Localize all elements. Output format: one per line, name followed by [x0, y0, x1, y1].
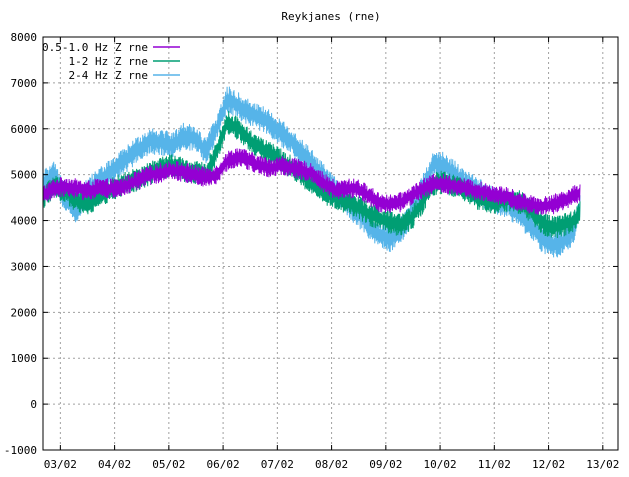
- y-tick-label: 7000: [11, 77, 38, 90]
- y-tick-label: 6000: [11, 123, 38, 136]
- y-tick-label: 0: [30, 398, 37, 411]
- x-tick-label: 13/02: [586, 458, 619, 471]
- y-tick-label: 4000: [11, 215, 38, 228]
- x-tick-label: 05/02: [152, 458, 185, 471]
- legend-label-3: 2-4 Hz Z rne: [69, 69, 148, 82]
- chart-title: Reykjanes (rne): [281, 10, 380, 23]
- axes: -1000 0 1000 2000 3000 4000 5000 6000 7000 8000 03…: [4, 31, 619, 471]
- legend-label-2: 1-2 Hz Z rne: [69, 55, 148, 68]
- x-tick-label: 03/02: [44, 458, 77, 471]
- x-tick-label: 12/02: [532, 458, 565, 471]
- y-tick-label: -1000: [4, 444, 37, 457]
- x-tick-label: 11/02: [478, 458, 511, 471]
- series-line-1: [42, 148, 581, 215]
- legend-label-1: 0.5-1.0 Hz Z rne: [42, 41, 148, 54]
- x-tick-label: 06/02: [207, 458, 240, 471]
- y-tick-label: 5000: [11, 169, 38, 182]
- y-tick-label: 3000: [11, 260, 38, 273]
- x-tick-label: 09/02: [369, 458, 402, 471]
- y-tick-label: 1000: [11, 352, 38, 365]
- x-tick-label: 10/02: [424, 458, 457, 471]
- x-tick-label: 07/02: [261, 458, 294, 471]
- y-tick-label: 2000: [11, 306, 38, 319]
- y-tick-label: 8000: [11, 31, 38, 44]
- x-tick-label: 04/02: [98, 458, 131, 471]
- series-layer: [42, 86, 581, 258]
- x-tick-label: 08/02: [315, 458, 348, 471]
- plot-frame: [42, 36, 619, 451]
